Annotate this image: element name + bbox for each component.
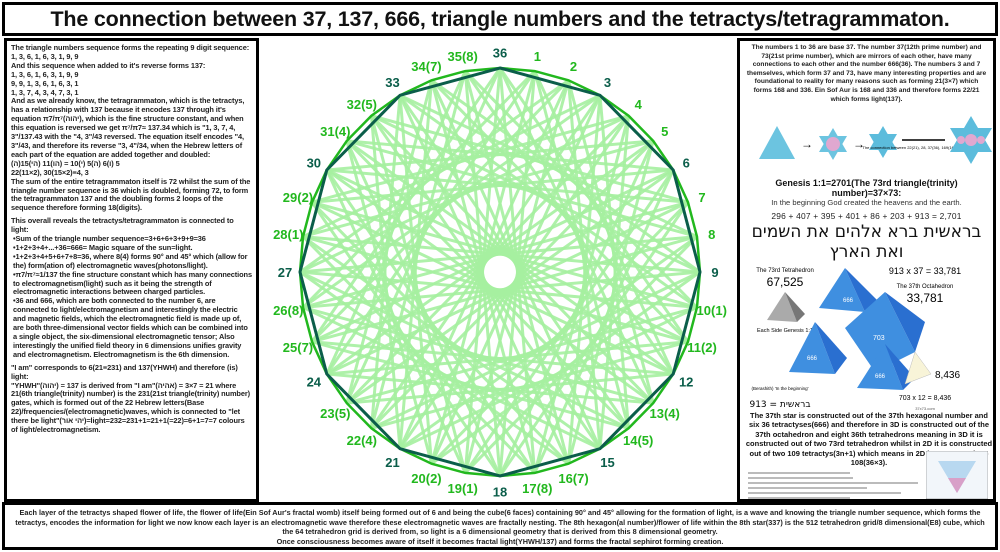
bullet: •π7/π⁷≈1/137 the fine structure constant… [13,269,252,297]
page-title: The connection between 37, 137, 666, tri… [2,2,998,36]
gematria-sum: 296 + 407 + 395 + 401 + 86 + 203 + 913 =… [771,211,962,222]
octa-value: 33,781 [907,291,944,305]
text: This overall reveals the tetractys/tetra… [11,216,234,235]
vertex-label: 1 [534,49,541,64]
sephirot-inverted-triangle-chart [926,451,988,499]
vertex-label: 11(2) [687,340,717,355]
vertex-label: 23(5) [320,406,350,421]
vertex-label: 20(2) [411,471,441,486]
vertex-label: 31(4) [320,124,350,139]
genesis-heading: Genesis 1:1=2701(The 73rd triangle(trini… [775,178,958,199]
multiplication-2: 703 x 12 = 8,436 [899,395,951,402]
genesis-hebrew: בראשית ברא אלהים את השמים ואת הארץ [751,222,982,263]
arrow-icon: → [853,137,865,151]
vertex-label: 25(7) [283,340,313,355]
vertex-label: 21 [385,455,399,470]
label-666: 666 [843,298,854,304]
vertex-label: 9 [711,265,718,280]
12-gon-outline [298,66,702,478]
vertex-label: 4 [635,97,643,112]
text: The sum of the entire tetragrammaton its… [11,176,251,213]
label-703: 703 [873,335,885,342]
each-side-label: Each Side Genesis 1:1 [757,328,813,334]
site-credit: 37x73.com [915,406,935,411]
octahedron [845,292,915,373]
vertex-label: 22(4) [347,433,377,448]
text: "YHWH"(יהוה) = 137 is derived from "I am… [11,380,250,435]
bullet: •Sum of the triangle number sequence=3+6… [13,234,206,244]
left-text-panel: The triangle numbers sequence forms the … [4,38,259,502]
vertex-label: 5 [661,124,668,139]
vertex-label: 33 [385,75,399,90]
vertex-label: 10(1) [697,303,727,318]
chord-line [464,70,675,375]
text: Once consciousness becomes aware of itse… [276,536,724,546]
vertex-label: 36 [493,46,507,61]
vertex-label: 17(8) [522,481,552,496]
label-666: 666 [807,356,818,362]
text: Each layer of the tetractys shaped flowe… [15,508,985,536]
triangle-shape [759,126,795,160]
bullet: •1+2+3+4+...+36=666= Magic square of the… [13,242,193,252]
tetra-label: The 73rd Tetrahedron [756,268,814,274]
berashith-label: (Berashith) 'In the beginning' [751,386,808,391]
connection-label: The connection between 22(21), 28, 37(36… [863,145,984,150]
bullet: •1+2+3+4+5+6+7+8=36, where 8(4) forms 90… [13,251,248,270]
vertex-label: 6 [683,155,690,170]
label-666: 666 [875,374,886,380]
right-panel: The numbers 1 to 36 are base 37. The num… [737,38,996,504]
vertex-label: 3 [604,75,611,90]
text: And as we already know, the tetragrammat… [11,96,245,159]
bottom-text-panel: Each layer of the tetractys shaped flowe… [2,502,998,550]
vertex-label: 2 [570,59,577,74]
vertex-label: 24 [307,375,322,390]
value-8436: 8,436 [935,370,960,381]
genesis-english: In the beginning God created the heavens… [771,198,962,208]
text: 1, 3, 6, 1, 6, 3, 1, 9, 9 [11,69,79,79]
gray-tetrahedron [767,292,797,323]
arrow-icon: → [801,137,813,151]
multiplication: 913 x 37 = 33,781 [889,266,961,276]
text: 22(11×2), 30(15×2)≡4, 3 [11,167,89,177]
text: (ה)5 (ו)6 (ה)5 (י)10 = (הו)11 (הי)15 [11,158,120,168]
fractal-star-shape [869,126,897,159]
vertex-label: 27 [278,265,292,280]
intro-text: The numbers 1 to 36 are base 37. The num… [746,44,987,103]
text: "I am" corresponds to 6(21≡231) and 137(… [11,362,238,381]
star-shape [819,128,847,161]
vertex-label: 19(1) [447,481,477,496]
vertex-label: 8 [708,227,715,242]
conclusion-text: The 37th star is constructed out of the … [745,411,993,468]
chord-line [463,70,570,465]
vertex-label: 12 [679,375,693,390]
text: 1, 3, 7, 4, 3, 4, 7, 3, 1 [11,87,79,97]
vertex-label: 18 [493,484,507,499]
text: 1, 3, 6, 1, 6, 3, 1, 9, 9 [11,51,79,61]
vertex-label: 32(5) [347,97,377,112]
vertex-label: 30 [307,155,321,170]
vertex-label: 35(8) [447,49,477,64]
fractal-star-illustration: → → The connection between 22(21), 28, 3… [759,116,992,165]
tetra-value: 67,525 [767,275,804,289]
bullet: •36 and 666, which are both connected to… [13,296,248,359]
vertex-label: 26(8) [273,303,303,318]
star-of-stars-shape [950,116,992,165]
tetrahedron-illustration: The 73rd Tetrahedron 67,525 Each Side Ge… [749,266,961,411]
vertex-label: 14(5) [623,433,653,448]
vertex-label: 28(1) [273,227,303,242]
vertex-label: 34(7) [411,59,441,74]
vertex-label: 13(4) [650,406,680,421]
vertex-label: 16(7) [558,471,588,486]
chord-line [464,70,699,309]
berashith-value: בראשית = 913 [749,400,810,410]
text: And this sequence when added to it's rev… [11,60,206,70]
vertex-label: 15 [600,455,614,470]
36-gon-svg: 36 12345678910(1)11(2)1213(4)14(5)1516(7)… [273,46,727,500]
vertex-label: 7 [698,190,705,205]
octa-label: The 37th Octahedron [897,284,954,290]
text: 9, 9, 1, 3, 6, 1, 6, 3, 1 [11,78,79,88]
text: The triangle numbers sequence forms the … [11,43,250,52]
polygon-diagram: 36 1 2 3 4 5 6 7 8 9 10(1) 11(2) 12 13(4) 14(5) 15 16(7)… [259,38,737,502]
vertex-label: 29(2) [283,190,313,205]
